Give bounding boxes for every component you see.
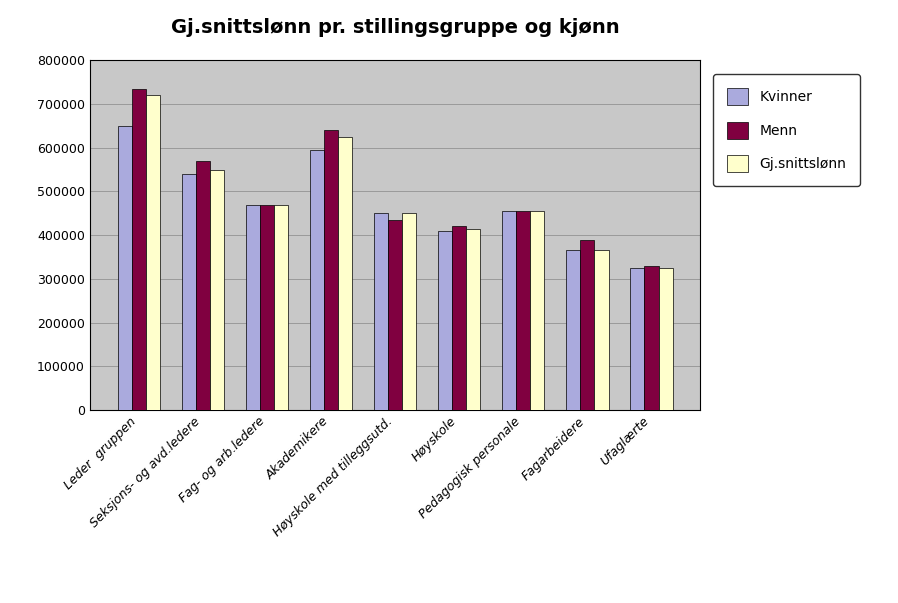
Bar — [580, 239, 594, 410]
Bar — [645, 266, 658, 410]
Bar — [324, 130, 338, 410]
Legend: Kvinner, Menn, Gj.snittslønn: Kvinner, Menn, Gj.snittslønn — [714, 74, 860, 186]
Bar — [145, 95, 160, 410]
Bar — [502, 211, 516, 410]
Bar — [531, 211, 544, 410]
Bar — [567, 250, 580, 410]
Bar — [388, 220, 402, 410]
Bar — [274, 204, 288, 410]
Bar — [338, 137, 352, 410]
Bar — [594, 250, 609, 410]
Bar — [658, 268, 673, 410]
Bar — [453, 226, 466, 410]
Bar — [466, 229, 480, 410]
Bar — [181, 174, 196, 410]
Bar — [196, 161, 210, 410]
Bar — [260, 204, 274, 410]
Bar — [374, 213, 388, 410]
Bar — [132, 89, 145, 410]
Title: Gj.snittslønn pr. stillingsgruppe og kjønn: Gj.snittslønn pr. stillingsgruppe og kjø… — [171, 17, 620, 37]
Bar — [630, 268, 645, 410]
Bar — [310, 150, 324, 410]
Bar — [402, 213, 417, 410]
Bar — [210, 169, 224, 410]
Bar — [118, 126, 132, 410]
Bar — [246, 204, 260, 410]
Bar — [438, 231, 453, 410]
Bar — [516, 211, 531, 410]
